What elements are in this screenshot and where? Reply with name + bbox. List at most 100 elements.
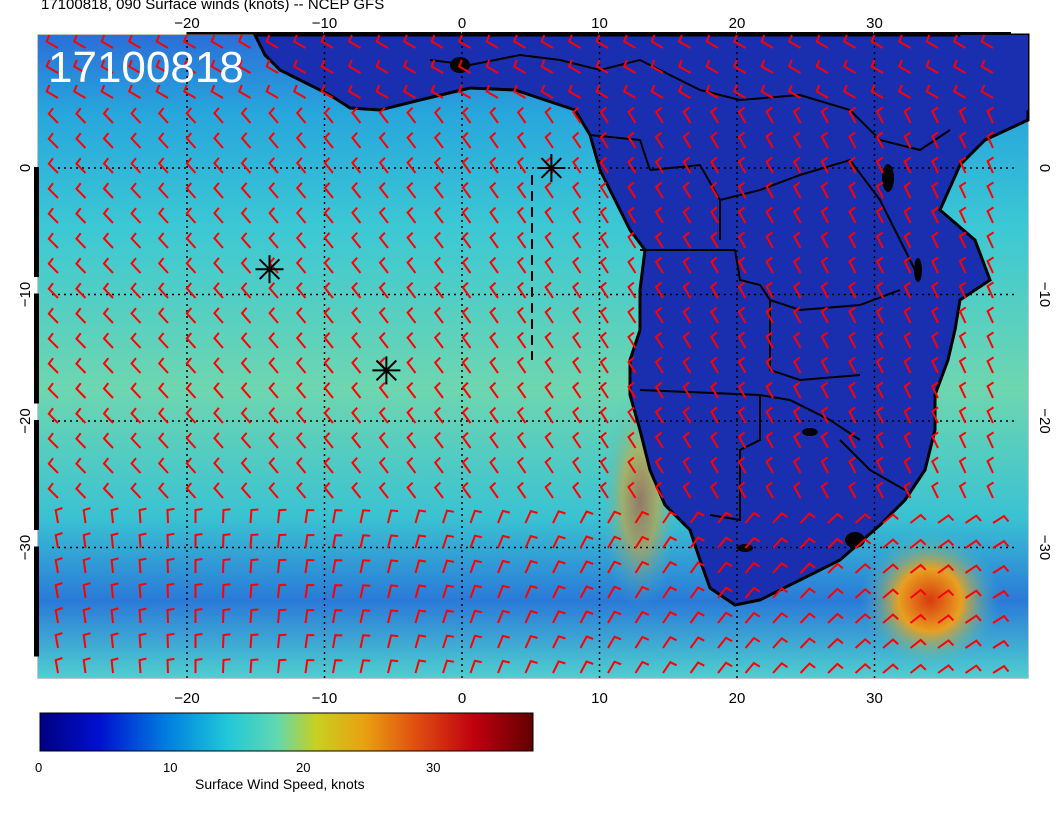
lakes	[450, 57, 922, 552]
wind-barb	[622, 34, 636, 49]
wind-barb	[277, 583, 287, 599]
wind-barb	[579, 635, 594, 649]
wind-barb	[524, 559, 538, 574]
wind-barb	[430, 84, 444, 99]
wind-barb	[516, 131, 527, 149]
wind-barb	[102, 457, 114, 474]
wind-barb	[710, 481, 719, 499]
wind-barb	[599, 481, 609, 499]
wind-barb	[820, 331, 829, 349]
wind-barb	[607, 585, 622, 599]
wind-barb	[489, 381, 499, 399]
wind-barb	[958, 381, 967, 399]
wind-barb	[931, 481, 939, 499]
wind-barb	[903, 156, 912, 174]
wind-barb	[433, 256, 444, 274]
wind-barb	[827, 662, 844, 674]
wind-barb	[579, 510, 594, 524]
wind-barb	[737, 431, 747, 449]
wind-barb	[157, 332, 169, 349]
wind-barb	[47, 207, 59, 224]
wind-barb	[992, 664, 1010, 674]
wind-barb	[213, 107, 224, 124]
wind-barb	[320, 59, 334, 74]
wind-barb	[45, 34, 59, 49]
wind-barb	[157, 382, 169, 399]
wind-barb	[157, 182, 169, 199]
wind-barb	[909, 638, 927, 649]
wind-barb	[461, 431, 472, 449]
wind-barb	[485, 84, 499, 99]
wind-barb	[792, 281, 802, 299]
wind-barb	[166, 657, 175, 674]
lon-tick-label-top: −20	[174, 15, 199, 32]
wind-barb	[737, 206, 747, 224]
wind-barb	[595, 34, 609, 49]
colorbar-tick-20: 20	[296, 760, 311, 775]
wind-barb	[378, 107, 389, 124]
wind-barb	[157, 457, 169, 474]
wind-barb	[82, 657, 91, 674]
wind-barb	[157, 307, 169, 324]
wind-barb	[952, 84, 966, 99]
wind-barb	[544, 231, 554, 249]
wind-barb	[497, 534, 510, 549]
wind-barb	[240, 407, 252, 424]
lat-tick-label-left: −10	[17, 282, 34, 307]
wind-barb	[607, 510, 622, 524]
wind-barb	[710, 306, 719, 324]
wind-barb	[406, 331, 417, 349]
wind-barb	[157, 482, 169, 499]
wind-barb	[110, 582, 119, 599]
wind-barb	[792, 231, 802, 249]
wind-barb	[47, 332, 59, 349]
wind-barb	[54, 582, 63, 599]
wind-barb	[544, 431, 554, 449]
wind-barb	[677, 34, 691, 49]
wind-barb	[47, 407, 59, 424]
wind-barb	[182, 59, 196, 74]
wind-barb	[240, 182, 252, 199]
wind-barb	[765, 181, 774, 199]
wind-barb	[461, 381, 472, 399]
wind-barb	[249, 658, 259, 674]
wind-barb	[792, 206, 802, 224]
wind-barb	[213, 182, 224, 199]
wind-barb	[717, 661, 733, 674]
wind-barb	[213, 332, 224, 349]
wind-barb	[295, 482, 307, 499]
wind-barb	[461, 406, 472, 424]
wind-barb	[268, 157, 279, 174]
wind-barb	[516, 406, 527, 424]
wind-barb	[682, 206, 692, 224]
wind-barb	[820, 156, 829, 174]
wind-barb	[682, 456, 692, 474]
wind-barb	[489, 156, 499, 174]
wind-barb	[489, 231, 499, 249]
wind-barb	[304, 509, 315, 524]
wind-barb	[567, 59, 581, 74]
wind-barb	[744, 611, 761, 624]
wind-barb	[931, 181, 939, 199]
wind-barb	[654, 206, 664, 224]
wind-barb	[185, 407, 197, 424]
wind-barb	[442, 559, 455, 574]
wind-barb	[848, 231, 857, 249]
wind-barb	[185, 207, 197, 224]
wind-barb	[359, 659, 371, 674]
wind-barb	[799, 637, 816, 649]
wind-barb	[875, 331, 884, 349]
wind-barb	[903, 281, 912, 299]
wind-barb	[937, 539, 955, 549]
storm-markers	[255, 154, 566, 385]
wind-barb	[442, 584, 455, 599]
wind-barb	[571, 156, 582, 174]
wind-barb	[213, 157, 224, 174]
wind-barb	[406, 181, 417, 199]
wind-barb	[765, 106, 774, 124]
wind-barb	[931, 106, 939, 124]
wind-barb	[433, 431, 444, 449]
lat-tick-label-left: −20	[17, 408, 34, 433]
wind-barb	[75, 357, 87, 374]
wind-barb	[710, 281, 719, 299]
